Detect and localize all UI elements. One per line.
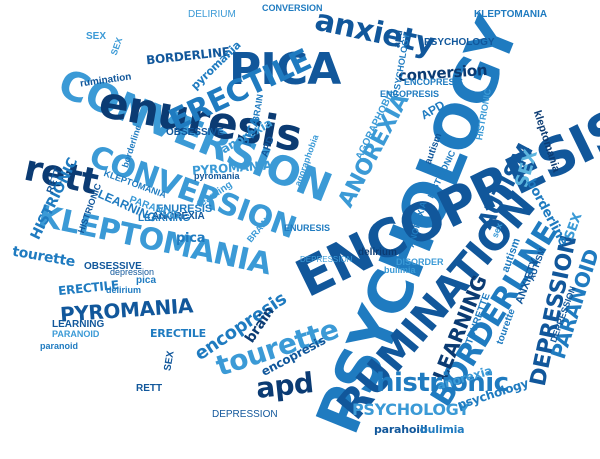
word-anorexia-small2: ANOREXIA [152,211,205,222]
word-delirium-top: DELIRIUM [188,9,236,20]
word-depression-small: depression [110,267,155,277]
word-rett-small: RETT [136,383,163,394]
word-bulimia-small: bulimia [384,265,416,275]
word-tourette-left: tourette [11,243,77,271]
word-pyromania-tiny: pyromania [194,171,240,181]
word-pica-tiny: pica [136,275,157,286]
word-learning-small: LEARNING [52,319,105,330]
word-obsessive-small: OBSESSIVE [84,261,142,272]
word-sex-small: SEX [162,350,177,372]
word-pica-small: pica [176,231,206,246]
word-encopresis-tiny: ENCOPRESIS [380,89,440,99]
word-delirium-mid: delirium [358,247,397,258]
word-depression-tiny: DEPRESSION [300,255,353,264]
word-learning-tiny: LEARNING [138,213,191,224]
word-parahoid: parahoid [374,423,428,436]
word-delirium-small: delirium [106,285,142,295]
word-depression-bottom: DEPRESSION [212,409,278,420]
word-enuresis-tiny: ENURESIS [284,223,331,233]
word-sex-top: SEX [86,31,107,42]
word-paranoid-edge: paranoid [40,341,79,351]
word-conversion-tiny: CONVERSION [262,3,323,13]
word-pica: PICA [229,44,341,95]
word-psychology-bottom: PSYCHOLOGY [352,400,470,419]
word-sex-edge: SEX [561,211,586,242]
word-enuresis-small: ENURESIS [156,203,213,215]
word-sex-tiny2: SEX [108,36,125,57]
word-disorder: DISORDER [396,257,444,267]
word-paranoid-small: PARANOID [52,329,100,339]
word-kleptomania-top: KLEPTOMANIA [474,9,548,20]
word-obsessive: OBSESSIVE [166,127,224,138]
word-encopresis-top: ENCOPRESIS [404,77,464,87]
word-psychology-top: PSYCHOLOGY [424,37,495,48]
word-bulimia: bulimia [420,423,465,436]
word-histrionic: histrionic [376,368,509,398]
word-erectile-small: ERECTILE [150,327,206,340]
